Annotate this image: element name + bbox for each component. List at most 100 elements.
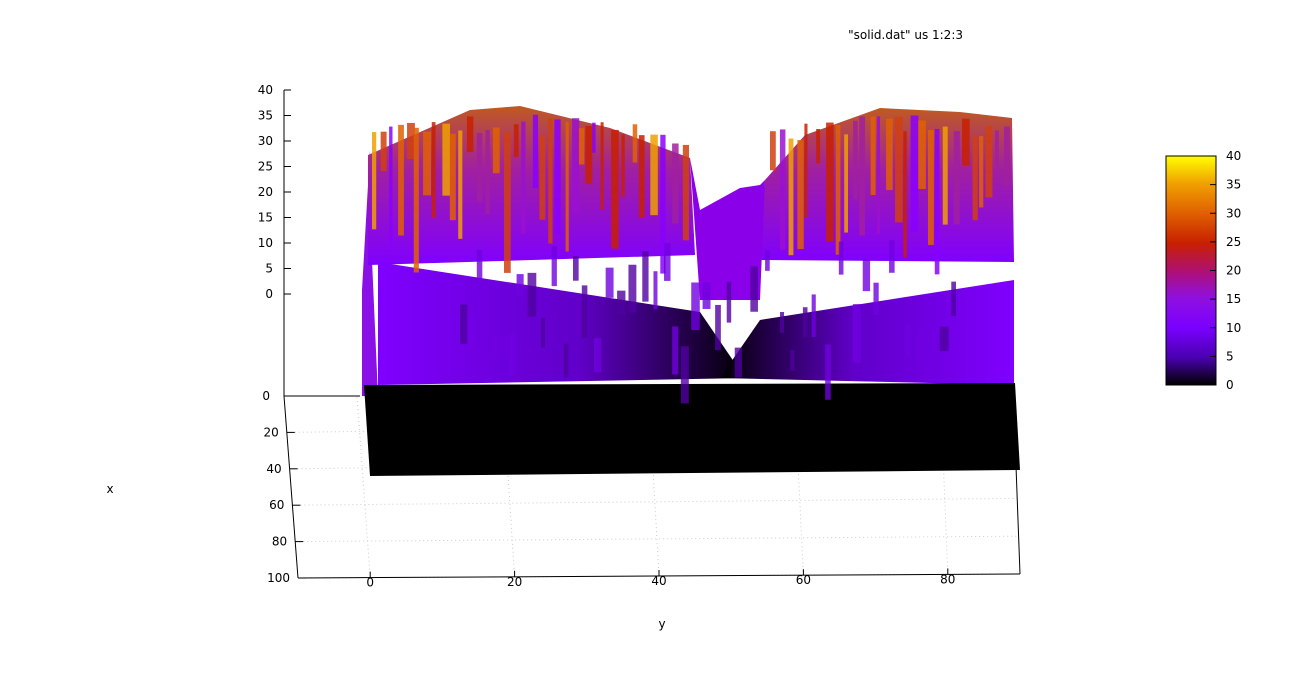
surface-facet [389, 126, 393, 251]
surface-left-face [378, 262, 745, 385]
y-grid-line [356, 394, 371, 578]
z-tick-label: 0 [265, 287, 273, 301]
surface-facet [734, 347, 742, 378]
surface-facet [979, 136, 984, 208]
surface-facet [572, 118, 580, 213]
surface-facet [910, 115, 919, 233]
surface-facet [593, 337, 602, 373]
plot-key: "solid.dat" us 1:2:3 [848, 28, 963, 42]
surface-facet [460, 304, 468, 345]
surface-facet [672, 143, 679, 224]
x-tick-label: 20 [264, 425, 279, 439]
surface-texture [372, 114, 1010, 404]
z-tick-label: 30 [258, 134, 273, 148]
surface-facet [585, 125, 593, 184]
surface-facet [628, 264, 637, 313]
surface-facet [934, 128, 940, 275]
surface-facet [642, 251, 649, 302]
surface-facet [903, 131, 907, 258]
surface-facet [816, 128, 821, 164]
surface-facet [691, 282, 700, 331]
colorbar-tick-label: 10 [1226, 321, 1241, 335]
surface-facet [962, 118, 970, 166]
z-tick-label: 10 [258, 236, 273, 250]
surface-facet [466, 116, 474, 153]
z-tick-label: 5 [265, 262, 273, 276]
surface-facet [826, 122, 834, 242]
surface-facet [476, 132, 483, 202]
surface-facet [770, 131, 776, 171]
colorbar-tick-label: 15 [1226, 292, 1241, 306]
surface-facet [541, 317, 546, 348]
surface-facet [578, 128, 585, 165]
surface-facet [859, 116, 866, 236]
surface-facet [581, 285, 588, 339]
x-axis-ticks: 20 40 60 80 100 [264, 425, 306, 585]
surface-facet [838, 241, 844, 275]
z-axis-ticks: 0 5 10 15 20 25 30 35 40 0 [258, 83, 291, 403]
surface-facet [844, 134, 849, 233]
surface-facet [715, 304, 721, 351]
surface-facet [527, 272, 537, 317]
y-tick-label: 20 [507, 575, 522, 589]
colorbar-rect [1165, 155, 1217, 386]
surface-facet [431, 122, 436, 218]
surface-facet [995, 130, 999, 167]
surface-facet [611, 129, 619, 249]
surface-facet [468, 293, 475, 314]
surface-facet [653, 271, 658, 310]
surface-facet [492, 127, 500, 174]
surface-facet [380, 131, 387, 172]
z-tick-label: 40 [258, 83, 273, 97]
surface-facet [804, 123, 808, 217]
surface-facet [788, 138, 794, 256]
surface-facet [513, 124, 519, 158]
surface-facet [765, 250, 770, 271]
x-grid-line [292, 497, 1018, 506]
colorbar-tick-label: 20 [1226, 264, 1241, 278]
surface-facet [811, 294, 816, 337]
surface-facet [873, 282, 879, 316]
surface-facet [548, 118, 553, 244]
surface-facet [886, 118, 893, 191]
surface-facet [889, 240, 895, 273]
y-axis-ticks: 0 20 40 60 80 [366, 568, 955, 590]
surface-facet [951, 281, 957, 317]
x-tick-label: 60 [269, 498, 284, 512]
surface-facet [931, 331, 940, 380]
surface-facet [539, 134, 546, 220]
surface-facet [702, 282, 711, 309]
surface-facet [621, 134, 625, 197]
surface-facet [516, 274, 524, 297]
surface-facet [423, 131, 431, 196]
x-axis-label: x [106, 482, 113, 496]
surface-left-wall [362, 150, 378, 396]
x-axis-line [283, 395, 299, 579]
surface-facet [442, 123, 451, 196]
colorbar-tick-label: 35 [1226, 178, 1241, 192]
surface-facet [939, 326, 949, 352]
surface-facet [895, 116, 903, 223]
surface-facet [638, 135, 645, 218]
surface-facet [508, 333, 517, 377]
surface-facet [551, 246, 557, 287]
surface-facet [917, 329, 925, 362]
surface-facet [660, 134, 666, 274]
z-floor-label: 0 [262, 389, 270, 403]
colorbar-tick-label: 30 [1226, 206, 1241, 220]
surface-facet [485, 129, 490, 215]
surface-facet [563, 343, 569, 378]
z-tick-label: 25 [258, 160, 273, 174]
x-tick-label: 100 [267, 571, 290, 585]
surface-facet [504, 131, 511, 273]
surface-facet [918, 120, 926, 190]
surface-facet [942, 126, 948, 225]
surface-facet [972, 136, 978, 221]
colorbar: 0 5 10 15 20 25 30 35 40 [1165, 149, 1241, 392]
surface-facet [372, 132, 377, 230]
surface-facet [407, 122, 415, 159]
surface-facet [600, 122, 604, 210]
surface-facet [458, 130, 463, 239]
y-tick-label: 40 [651, 574, 666, 588]
